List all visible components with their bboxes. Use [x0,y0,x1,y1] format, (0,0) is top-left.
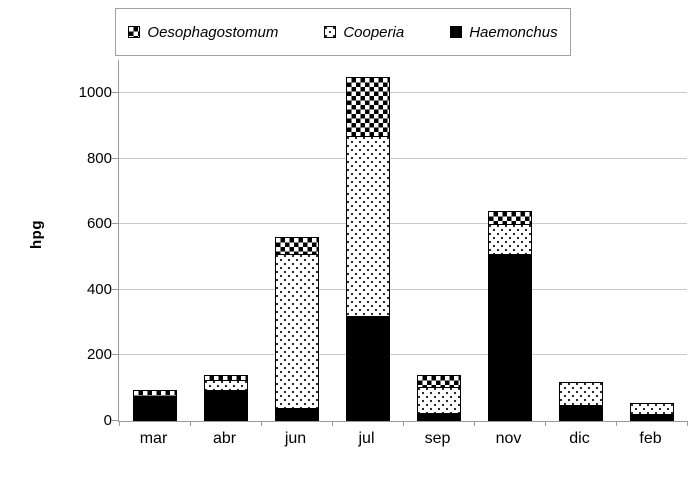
y-tick-label-1000: 1000 [78,84,112,101]
gridline-800 [119,158,687,159]
x-axis-labels: mar abr jun jul sep nov dic feb [118,430,686,448]
legend-label: Oesophagostomum [147,23,279,41]
legend-label: Cooperia [343,23,405,41]
x-tick-label-jun: jun [284,430,307,447]
y-tick-label-200: 200 [86,346,112,363]
y-tick-mark [112,223,118,224]
x-tick-mark [474,421,475,426]
x-tick-label-abr: abr [212,430,237,447]
stacked-bar-abr [203,375,248,421]
bar-segment-oesophagostomum-nov [487,211,532,225]
x-tick-label-nov: nov [495,430,522,447]
y-tick-mark [112,420,118,421]
x-tick-label-mar: mar [139,430,168,447]
bar-segment-cooperia-feb [629,402,674,415]
bar-segment-haemonchus-jun [274,407,319,421]
bar-segment-oesophagostomum-jul [345,76,390,136]
legend-item-cooperia: Cooperia [324,24,404,41]
bar-segment-cooperia-nov [487,224,532,254]
gridline-400 [119,289,687,290]
bars-layer [119,60,687,421]
dots-swatch-icon [324,26,337,38]
x-tick-mark [261,421,262,426]
bar-segment-cooperia-dic [558,381,603,405]
y-tick-label-0: 0 [103,412,112,429]
gridline-600 [119,223,687,224]
x-tick-mark [332,421,333,426]
bar-slot-sep [403,375,474,421]
gridline-1000 [119,92,687,93]
legend-item-haemonchus: Haemonchus [450,23,558,41]
checker-swatch-icon [128,26,141,38]
plot-area: 0 200 400 600 800 1000 [79,60,688,429]
bar-slot-nov [474,211,545,421]
bar-slot-feb [616,402,687,421]
solid-swatch-icon [450,26,463,38]
x-tick-label-feb: feb [639,430,662,447]
stacked-bar-jul [345,76,390,421]
bar-segment-oesophagostomum-jun [274,237,319,254]
bar-segment-oesophagostomum-mar [132,389,177,397]
stacked-bar-nov [487,211,532,421]
x-tick-label-jul: jul [358,430,375,447]
y-tick-label-400: 400 [86,281,112,298]
bar-slot-jun [261,237,332,421]
y-axis-title: hpg [28,220,45,249]
bar-slot-jul [332,76,403,421]
x-tick-label-sep: sep [424,430,451,447]
stacked-bar-sep [416,375,461,421]
x-tick-label-dic: dic [569,430,590,447]
bar-segment-haemonchus-abr [203,389,248,421]
y-tick-label-600: 600 [86,215,112,232]
stacked-bar-mar [132,389,177,421]
bar-segment-cooperia-jun [274,253,319,408]
gridline-200 [119,354,687,355]
y-tick-label-800: 800 [86,150,112,167]
bar-segment-haemonchus-feb [629,414,674,421]
bar-segment-haemonchus-dic [558,404,603,421]
bar-segment-haemonchus-nov [487,253,532,421]
x-tick-mark [687,421,688,426]
legend-item-oesophagostomum: Oesophagostomum [128,24,278,41]
bar-segment-cooperia-jul [345,135,390,316]
y-tick-mark [112,289,118,290]
y-tick-mark [112,354,118,355]
x-tick-mark [190,421,191,426]
y-tick-mark [112,158,118,159]
bar-segment-oesophagostomum-sep [416,375,461,387]
bar-slot-abr [190,375,261,421]
stacked-bar-dic [558,381,603,421]
x-tick-mark [403,421,404,426]
bar-segment-cooperia-abr [203,380,248,390]
x-tick-mark [545,421,546,426]
legend-label: Haemonchus [469,23,558,41]
bar-segment-haemonchus-jul [345,316,390,421]
stacked-bar-feb [629,402,674,421]
chart-legend: Oesophagostomum Cooperia Haemonchus [115,8,571,56]
bar-slot-mar [119,389,190,421]
bar-segment-haemonchus-mar [132,396,177,421]
y-tick-mark [112,92,118,93]
bar-segment-cooperia-sep [416,386,461,413]
bar-slot-dic [545,381,616,421]
bar-segment-oesophagostomum-abr [203,375,248,381]
x-tick-mark [119,421,120,426]
x-tick-mark [616,421,617,426]
bar-segment-haemonchus-sep [416,412,461,421]
stacked-bar-jun [274,237,319,421]
